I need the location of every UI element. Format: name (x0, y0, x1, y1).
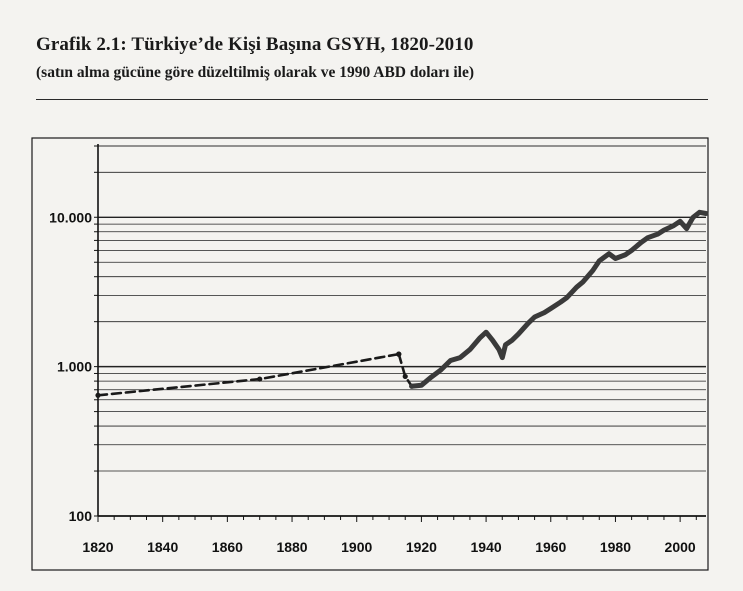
chart-tick-labels: 100 1.000 10.000 1820 1840 1860 1880 1900 1920 19… (49, 209, 696, 555)
x-tick-label: 1920 (406, 539, 437, 555)
y-tick-label: 10.000 (49, 209, 92, 225)
data-point (257, 376, 263, 382)
data-point (402, 373, 408, 380)
title-rule (36, 99, 708, 100)
chart-title: Grafik 2.1: Türkiye’de Kişi Başına GSYH,… (36, 34, 474, 55)
x-tick-label: 1960 (535, 539, 566, 555)
series-line-3 (409, 209, 709, 389)
x-tick-label: 1940 (471, 539, 502, 555)
x-tick-label: 2000 (665, 539, 696, 555)
x-tick-label: 1820 (82, 539, 113, 555)
y-tick-label: 1.000 (57, 359, 92, 375)
x-tick-label: 1980 (600, 539, 631, 555)
chart-gridlines (98, 145, 706, 517)
chart-outer-frame (31, 137, 709, 571)
chart-axes (94, 144, 706, 522)
x-tick-label: 1880 (276, 539, 307, 555)
data-point (95, 392, 101, 398)
chart-series (95, 209, 709, 398)
x-tick-label: 1860 (212, 539, 243, 555)
chart-subtitle: (satın alma gücüne göre düzeltilmiş olar… (36, 64, 475, 81)
data-point (396, 351, 402, 357)
y-tick-label: 100 (69, 508, 93, 524)
x-tick-label: 1840 (147, 539, 178, 555)
x-tick-label: 1900 (341, 539, 372, 555)
series-line-1 (96, 352, 401, 397)
